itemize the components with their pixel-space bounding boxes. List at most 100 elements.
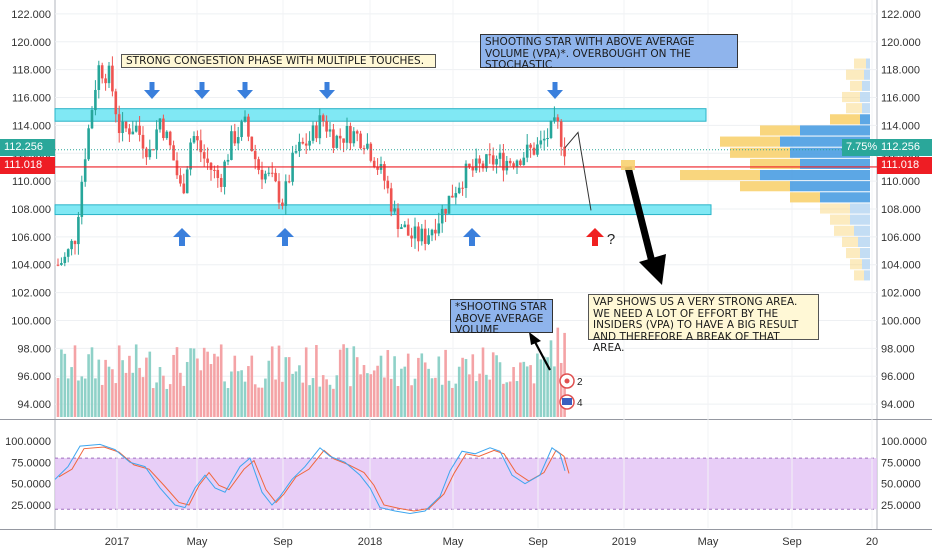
volume-bar (515, 381, 519, 417)
candle-body (134, 125, 138, 132)
volume-profile-bar-blue (858, 236, 870, 248)
candle-body (498, 152, 502, 159)
candle-body (362, 148, 366, 150)
volume-bar (403, 366, 407, 417)
price-tick-label-right: 98.000 (881, 343, 915, 355)
candle-body (437, 223, 441, 234)
blue-up-arrow (463, 228, 481, 246)
blue-down-arrow (144, 82, 160, 99)
candle-body (519, 160, 522, 165)
price-tick-label-left: 98.000 (17, 343, 51, 355)
volume-profile-bar-yellow (730, 147, 790, 158)
volume-profile-bar-yellow (842, 91, 860, 103)
candles-group (56, 56, 566, 267)
volume-bar (175, 347, 179, 417)
candle-body (77, 216, 80, 245)
candle-body (512, 163, 515, 167)
price-tick-label-right: 108.000 (881, 204, 921, 216)
candle-body (63, 256, 67, 264)
candle-body (111, 65, 114, 92)
volume-bar (277, 345, 281, 417)
volume-profile-bar-blue (790, 181, 870, 192)
candle-body (138, 125, 141, 135)
volume-bar (349, 386, 352, 417)
price-tick-label-right: 118.000 (881, 65, 920, 77)
stochastic-k-line (54, 443, 566, 515)
price-tick-label-left: 100.000 (11, 315, 51, 327)
blue-down-arrow (194, 82, 210, 99)
volume-bar (553, 366, 556, 417)
candle-body (260, 169, 264, 180)
candle-body (90, 110, 94, 129)
volume-bar (151, 388, 155, 417)
volume-bar (298, 365, 301, 417)
volume-profile-bar-yellow (680, 169, 760, 181)
candle-body (270, 172, 274, 174)
candle-body (179, 175, 182, 184)
volume-bar (281, 381, 284, 417)
time-tick-label: Sep (528, 536, 548, 548)
volume-bar (66, 378, 70, 417)
candle-body (56, 264, 60, 266)
volume-profile-bar-yellow (750, 158, 800, 169)
candle-body (355, 131, 359, 134)
volume-bar (417, 357, 420, 417)
price-tick-label-right: 102.000 (881, 288, 921, 300)
volume-bar (304, 347, 308, 417)
candle-body (80, 181, 84, 217)
candle-body (556, 117, 560, 122)
volume-profile-bar-yellow (854, 270, 864, 281)
volume-bar (158, 367, 162, 417)
price-tick-label-right: 120.000 (881, 37, 921, 49)
candle-body (264, 173, 267, 180)
candle-body (502, 152, 505, 171)
volume-bar (155, 382, 158, 417)
volume-bar (216, 356, 220, 417)
candle-body (434, 229, 437, 234)
volume-bar (389, 378, 393, 417)
blue-down-arrow (547, 82, 563, 99)
volume-bar (328, 384, 332, 417)
volume-bar (301, 382, 305, 417)
candle-body (369, 143, 373, 161)
volume-bar (485, 374, 488, 417)
candle-body (121, 121, 124, 134)
volume-bar (60, 349, 63, 417)
candle-body (145, 148, 148, 158)
candle-body (444, 208, 447, 214)
candle-body (563, 146, 566, 157)
oscillator-band (55, 458, 877, 510)
volume-bar (230, 371, 233, 417)
volume-profile-bar-blue (760, 169, 870, 181)
price-tick-label-right: 116.000 (881, 93, 920, 105)
time-tick-label: May (698, 536, 719, 548)
volume-group (56, 327, 566, 417)
candle-body (196, 136, 199, 141)
volume-bar (488, 379, 492, 417)
volume-bar (376, 365, 379, 417)
event-badge-dot (564, 378, 570, 384)
price-zone (54, 204, 712, 216)
volume-bar (539, 359, 543, 417)
marked-level-right-tag: 111.018 (877, 157, 932, 174)
candle-body (172, 145, 175, 161)
volume-bar (430, 378, 434, 417)
flag-badge-count: 4 (577, 398, 583, 409)
volume-bar (257, 387, 260, 417)
price-tick-label-left: 118.000 (12, 65, 51, 77)
candle-body (451, 195, 454, 198)
annotation-shooting-star-top: SHOOTING STAR WITH ABOVE AVERAGE VOLUME … (480, 34, 738, 71)
volume-bar (532, 383, 536, 417)
candle-body (97, 65, 101, 90)
volume-profile-bar-yellow (854, 58, 866, 69)
volume-bar (556, 327, 560, 417)
percent-change-tag: 7.75% (842, 139, 877, 156)
volume-bar (345, 347, 349, 417)
volume-bar (131, 372, 135, 417)
event-badge-count: 2 (577, 377, 583, 388)
volume-bar (185, 361, 189, 417)
volume-bar (393, 356, 396, 417)
candle-body (352, 131, 356, 144)
